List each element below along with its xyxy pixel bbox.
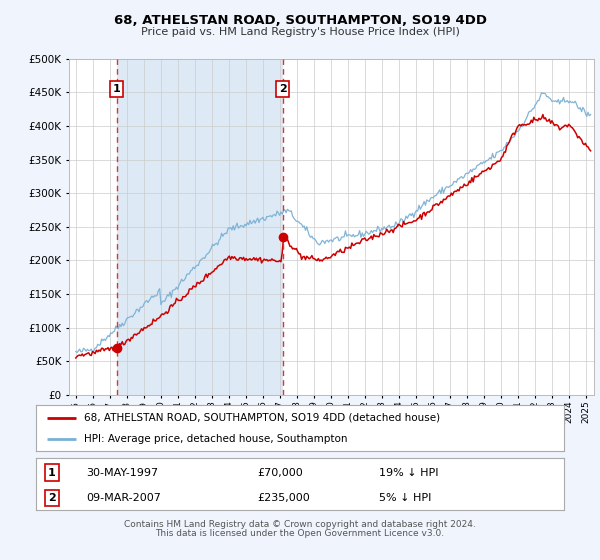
Text: 68, ATHELSTAN ROAD, SOUTHAMPTON, SO19 4DD (detached house): 68, ATHELSTAN ROAD, SOUTHAMPTON, SO19 4D… [83,413,440,423]
Text: 09-MAR-2007: 09-MAR-2007 [86,493,161,503]
Text: 19% ↓ HPI: 19% ↓ HPI [379,468,439,478]
Text: £70,000: £70,000 [258,468,304,478]
Text: Contains HM Land Registry data © Crown copyright and database right 2024.: Contains HM Land Registry data © Crown c… [124,520,476,529]
Text: 2: 2 [48,493,56,503]
Bar [117,59,283,395]
Text: HPI: Average price, detached house, Southampton: HPI: Average price, detached house, Sout… [83,435,347,444]
Text: 5% ↓ HPI: 5% ↓ HPI [379,493,431,503]
Text: 2: 2 [279,84,287,94]
Text: 30-MAY-1997: 30-MAY-1997 [86,468,158,478]
Text: This data is licensed under the Open Government Licence v3.0.: This data is licensed under the Open Gov… [155,529,445,538]
Text: 68, ATHELSTAN ROAD, SOUTHAMPTON, SO19 4DD: 68, ATHELSTAN ROAD, SOUTHAMPTON, SO19 4D… [113,14,487,27]
Text: 1: 1 [113,84,121,94]
Text: Price paid vs. HM Land Registry's House Price Index (HPI): Price paid vs. HM Land Registry's House … [140,27,460,37]
Text: 1: 1 [48,468,56,478]
Text: £235,000: £235,000 [258,493,311,503]
